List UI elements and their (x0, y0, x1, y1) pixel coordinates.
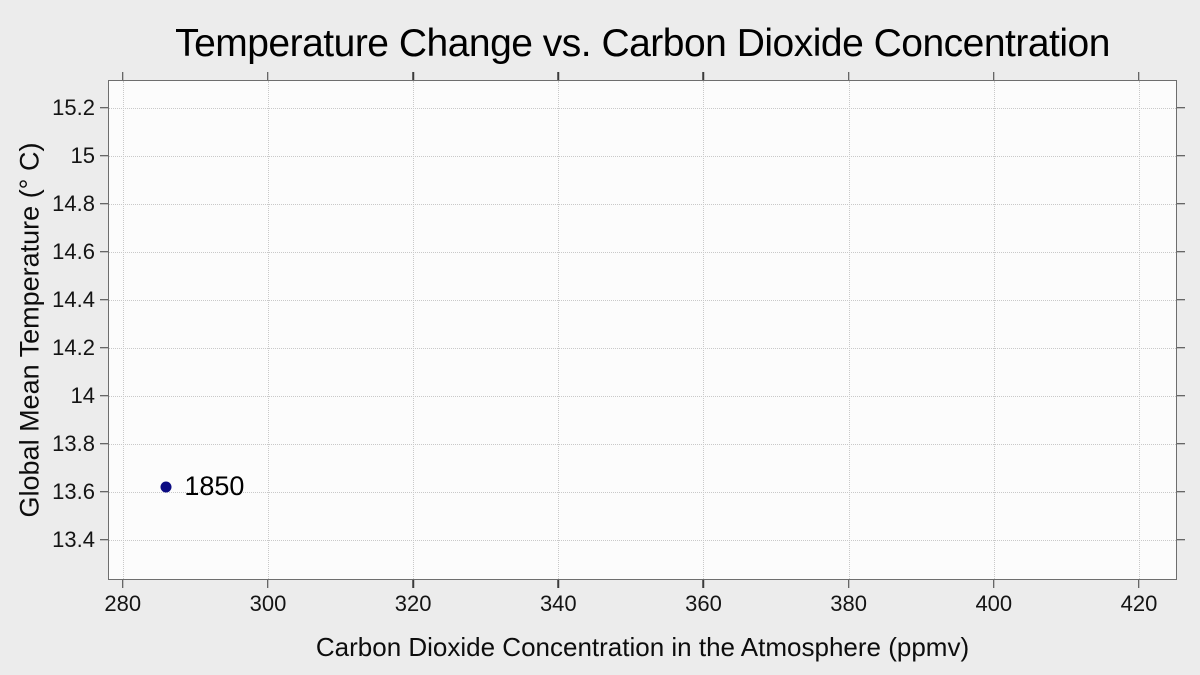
y-tick (100, 539, 108, 541)
x-tick (993, 580, 995, 588)
x-axis-label: Carbon Dioxide Concentration in the Atmo… (315, 632, 970, 662)
x-tick-label: 340 (539, 591, 577, 616)
x-gridline (848, 81, 850, 579)
y-gridline (109, 395, 1176, 397)
x-tick-top (702, 72, 705, 80)
x-gridline (1138, 81, 1140, 579)
x-gridline (993, 81, 995, 579)
x-tick-top (122, 72, 124, 80)
plot-area: 280 300 320 340 360 380 400 420 13.4 13.6 13.8 14 14… (52, 72, 1185, 616)
x-gridline (703, 81, 705, 579)
y-tick-label: 15 (70, 142, 95, 168)
y-gridline (109, 203, 1176, 205)
x-tick (412, 580, 414, 588)
y-tick-label: 13.4 (52, 526, 95, 552)
y-gridline (109, 443, 1176, 445)
y-axis-label: Global Mean Temperature (° C) (14, 142, 45, 518)
y-tick-right (1177, 395, 1185, 397)
x-tick-top (993, 72, 995, 80)
x-tick-top (412, 72, 414, 80)
y-tick-label: 13.8 (52, 430, 95, 456)
y-tick (100, 107, 108, 109)
y-tick (100, 203, 108, 205)
y-tick-right (1177, 347, 1185, 349)
y-tick (100, 251, 108, 253)
y-gridline (109, 299, 1176, 301)
y-gridline (109, 107, 1176, 109)
x-tick-label: 300 (249, 591, 287, 616)
y-tick (100, 347, 108, 349)
y-tick (100, 395, 108, 397)
y-gridline (109, 491, 1176, 493)
y-tick-right (1177, 251, 1185, 253)
y-tick-label: 14.4 (52, 286, 95, 312)
chart-title: Temperature Change vs. Carbon Dioxide Co… (175, 22, 1110, 65)
x-tick-label: 400 (975, 591, 1013, 616)
x-tick-label: 320 (394, 591, 432, 616)
y-tick (100, 491, 108, 493)
x-tick-top (1138, 72, 1140, 80)
data-point (160, 481, 172, 493)
y-tick-right (1177, 539, 1185, 541)
y-tick-label: 14 (70, 382, 95, 408)
x-tick-top (847, 72, 850, 80)
x-tick-label: 380 (830, 591, 867, 616)
y-tick-right (1177, 107, 1185, 109)
y-tick-label: 14.8 (52, 190, 95, 216)
y-tick (100, 443, 108, 445)
x-tick (1138, 580, 1140, 588)
x-gridline (558, 81, 560, 579)
y-tick-right (1177, 203, 1185, 205)
y-tick-right (1177, 443, 1185, 445)
y-gridline (109, 539, 1176, 541)
y-tick-label: 13.6 (52, 478, 95, 504)
x-tick-label: 280 (104, 591, 142, 616)
y-gridline (109, 347, 1176, 349)
y-tick-right (1177, 299, 1185, 301)
x-tick-top (557, 72, 560, 80)
x-tick (847, 580, 850, 588)
x-tick-top (267, 72, 269, 80)
x-tick (122, 580, 124, 588)
x-tick (557, 580, 560, 588)
y-tick (100, 299, 108, 301)
x-gridline (122, 81, 124, 579)
x-tick-label: 420 (1120, 591, 1158, 616)
x-tick-label: 360 (685, 591, 722, 616)
y-tick-right (1177, 491, 1185, 493)
y-gridline (109, 251, 1176, 253)
y-tick-right (1177, 155, 1185, 157)
data-point-label: 1850 (184, 470, 245, 501)
y-tick-label: 14.2 (52, 334, 95, 360)
x-tick (267, 580, 269, 588)
y-tick-label: 14.6 (52, 238, 95, 264)
x-tick (702, 580, 705, 588)
y-tick-label: 15.2 (52, 94, 95, 120)
x-gridline (413, 81, 415, 579)
y-gridline (109, 155, 1176, 157)
x-gridline (267, 81, 269, 579)
y-tick (100, 155, 108, 157)
